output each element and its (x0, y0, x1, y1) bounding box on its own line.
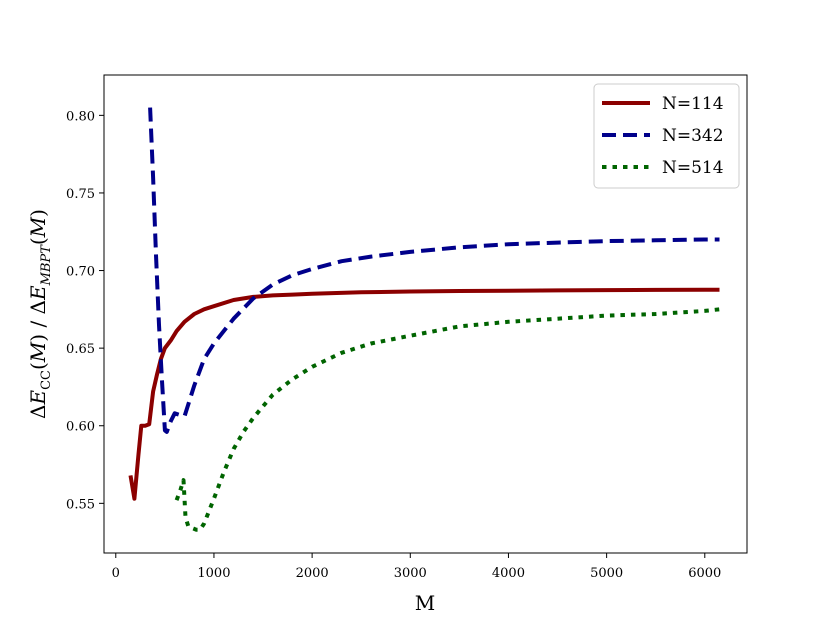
series-line-2 (148, 107, 720, 434)
series-line-3 (174, 307, 720, 532)
x-tick-label: 4000 (492, 566, 525, 581)
y-tick-label: 0.70 (66, 265, 95, 280)
x-tick-label: 0 (112, 566, 120, 581)
y-tick-label: 0.80 (66, 109, 95, 124)
y-axis-label: ΔECC(M) / ΔEMBPT(M) (26, 209, 54, 419)
series-line-1 (128, 287, 720, 501)
legend-label-2: N=342 (662, 126, 724, 146)
x-tick-label: 2000 (296, 566, 329, 581)
x-axis-label: M (415, 591, 435, 615)
y-tick-label: 0.75 (66, 187, 95, 202)
y-tick-label: 0.65 (66, 342, 95, 357)
legend: N=114 N=342 N=514 (593, 83, 740, 189)
y-axis-label-text: ΔECC(M) / ΔEMBPT(M) (26, 209, 54, 419)
tick-layer: 0 1000 2000 3000 4000 5000 6000 0.55 0.60 0.65 0.7… (66, 109, 721, 581)
plot-area-frame (103, 74, 748, 554)
y-tick-label: 0.55 (66, 497, 95, 512)
y-tick-label: 0.60 (66, 420, 95, 435)
legend-label-3: N=514 (662, 158, 724, 178)
x-tick-label: 5000 (590, 566, 623, 581)
x-tick-label: 6000 (688, 566, 721, 581)
legend-label-1: N=114 (662, 94, 724, 114)
x-tick-label: 3000 (394, 566, 427, 581)
legend-box (593, 83, 740, 189)
x-tick-label: 1000 (197, 566, 230, 581)
series-layer (128, 107, 720, 532)
